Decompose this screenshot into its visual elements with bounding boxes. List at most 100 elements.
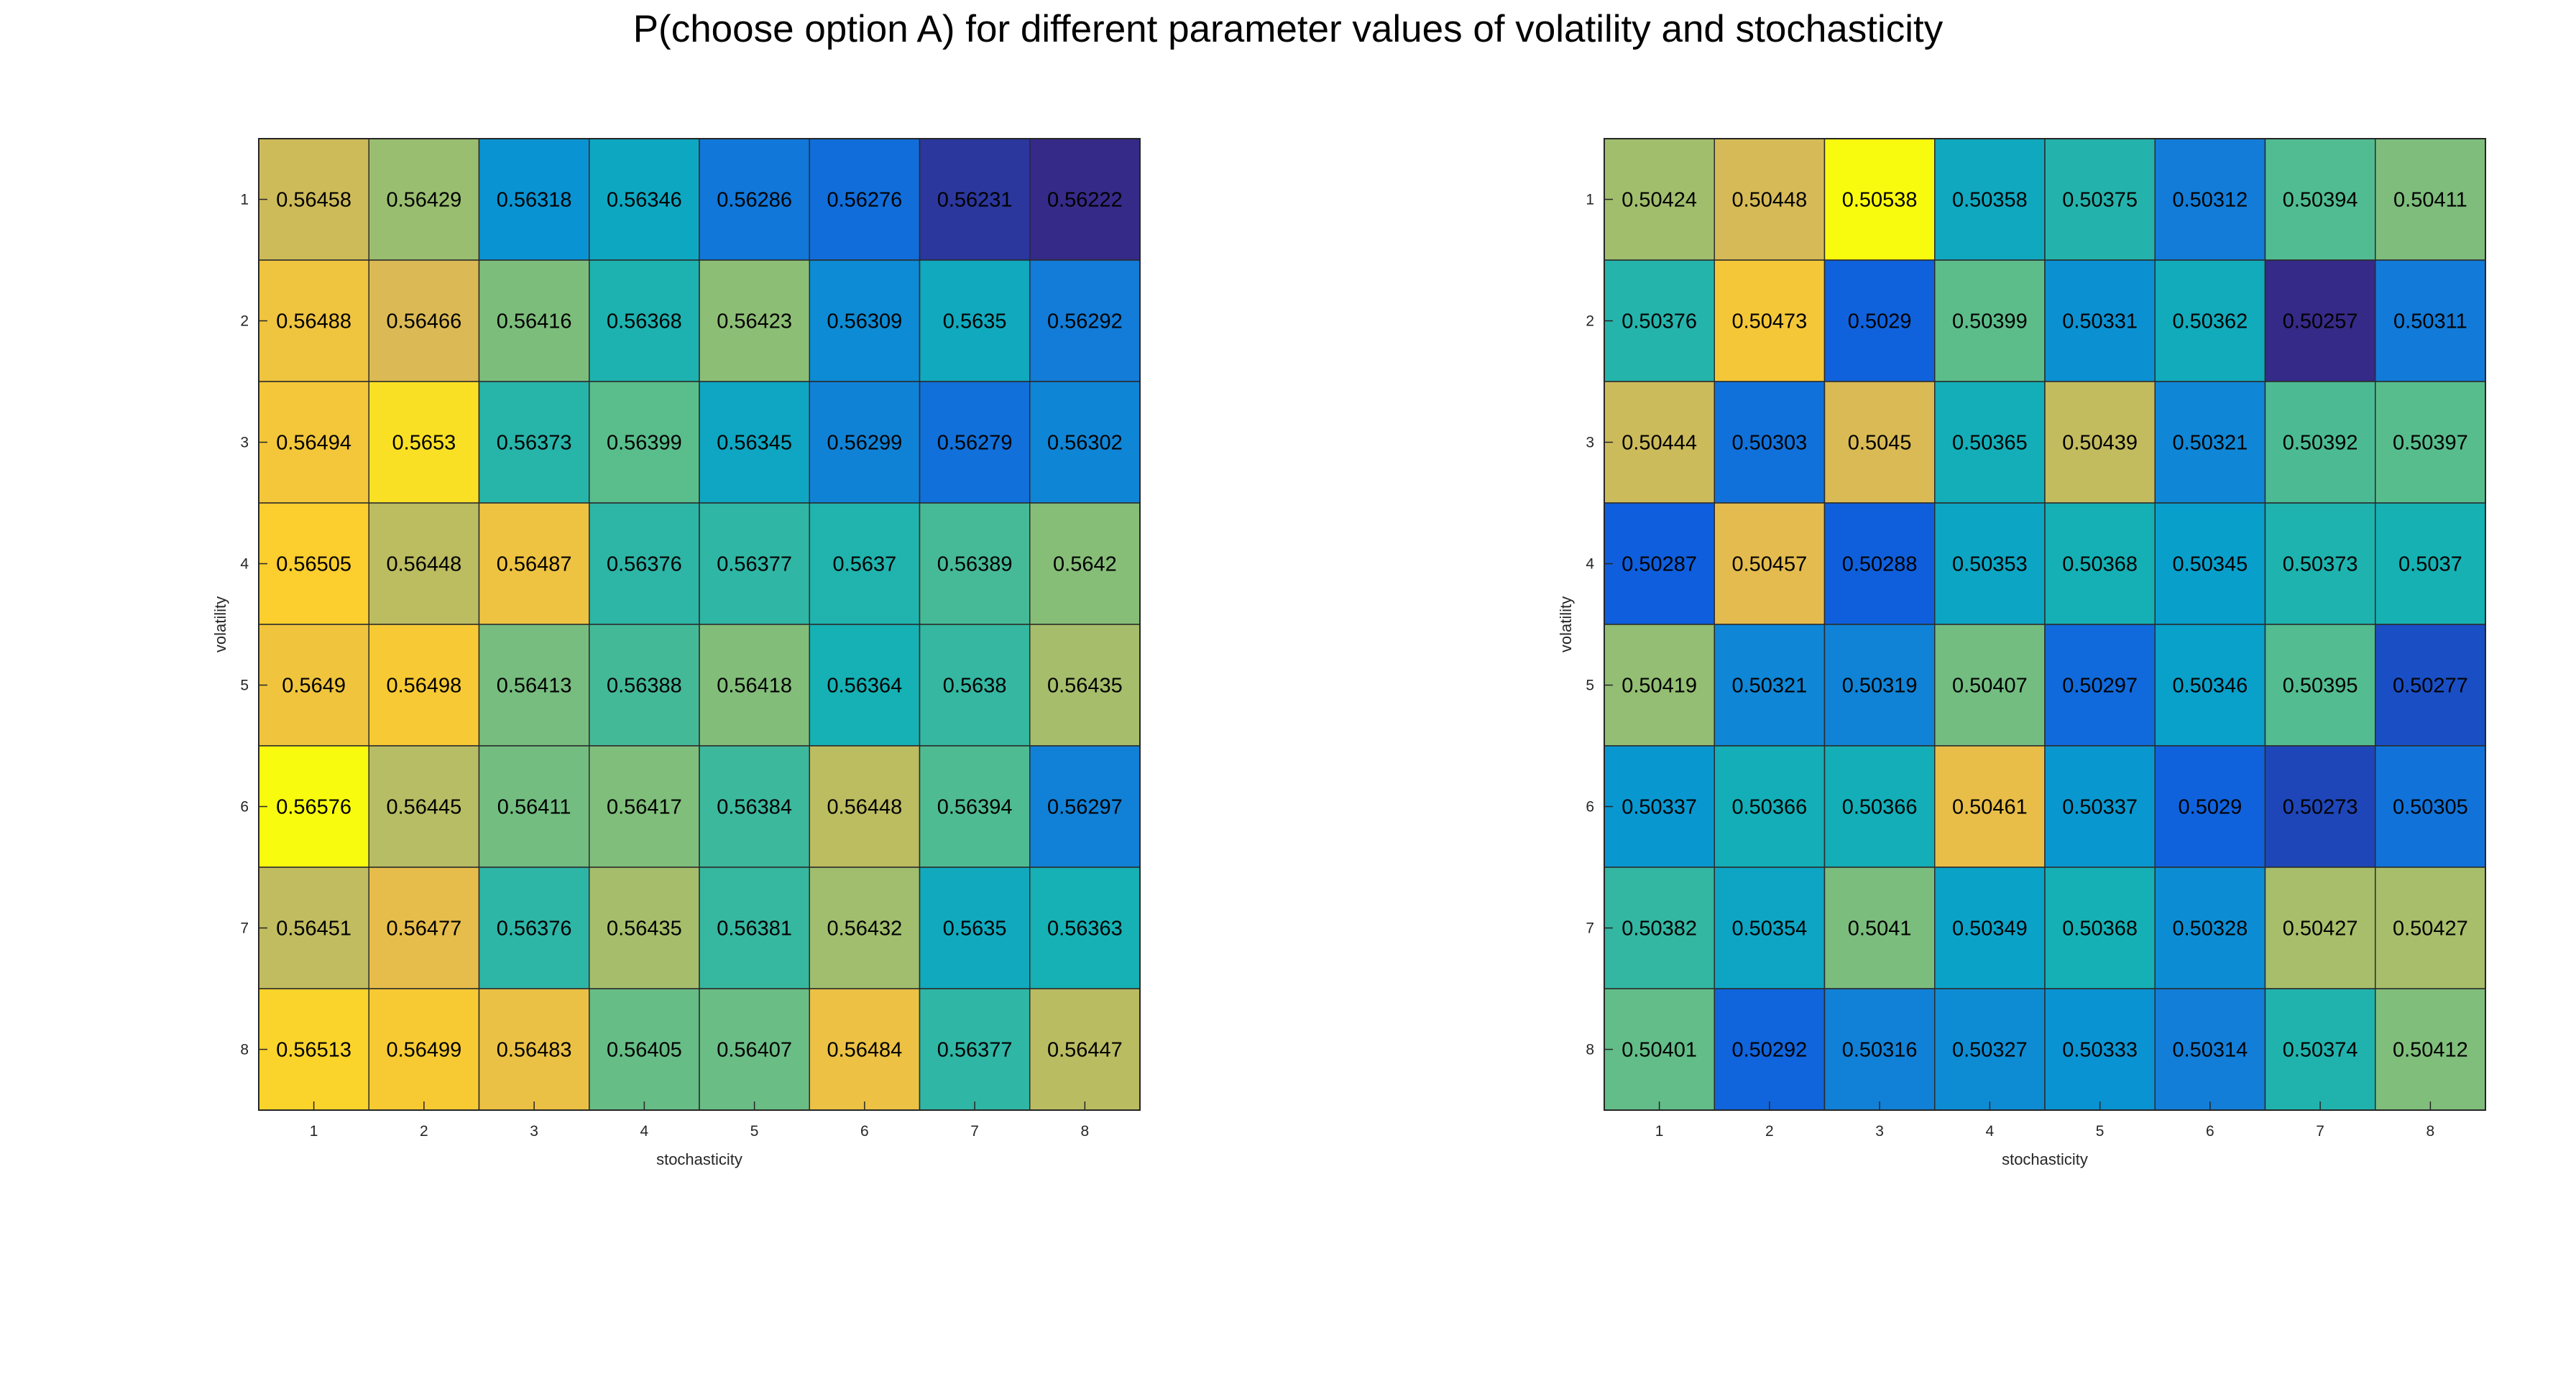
heatmap-cell-r2-c2: [1714, 259, 1826, 382]
cell-value-label: 0.56222: [1047, 189, 1123, 212]
y-tick-label: 4: [1586, 556, 1594, 573]
heatmap-cell-r7-c3: [1823, 867, 1936, 989]
cell-value-label: 0.56376: [607, 553, 682, 576]
heatmap-cell-r5-c4: [589, 624, 700, 747]
heatmap-cell-r4-c7: [919, 502, 1031, 625]
heatmap-cell-r4-c8: [2375, 502, 2486, 625]
heatmap-cell-r5-c5: [2044, 624, 2156, 747]
cell-value-label: 0.50374: [2283, 1039, 2358, 1062]
heatmap-cell-r5-c6: [809, 624, 921, 747]
heatmap-cell-r4-c3: [478, 502, 590, 625]
cell-value-label: 0.5029: [1848, 310, 1912, 333]
cell-value-label: 0.56483: [497, 1039, 572, 1062]
cell-value-label: 0.50427: [2283, 918, 2358, 941]
cell-value-label: 0.56448: [386, 553, 461, 576]
cell-value-label: 0.56389: [937, 553, 1013, 576]
heatmap-cell-r8-c4: [1934, 988, 2046, 1111]
x-tick-label: 6: [2206, 1123, 2214, 1140]
cell-value-label: 0.5649: [282, 675, 346, 698]
cell-value-label: 0.50399: [1952, 310, 2028, 333]
heatmap-cell-r2-c3: [1823, 259, 1936, 382]
heatmap-cell-r3-c4: [589, 381, 700, 504]
cell-value-label: 0.56466: [386, 310, 461, 333]
x-tick-label: 1: [1655, 1123, 1664, 1140]
cell-value-label: 0.50311: [2393, 310, 2467, 333]
cell-value-label: 0.56487: [497, 553, 572, 576]
heatmap-cell-r5-c4: [1934, 624, 2046, 747]
heatmap-cell-r2-c7: [2264, 259, 2376, 382]
y-tick-label: 5: [1586, 678, 1594, 694]
cell-value-label: 0.56286: [717, 189, 792, 212]
heatmap-cell-r8-c1: [1604, 988, 1715, 1111]
cell-value-label: 0.50321: [1731, 675, 1807, 698]
heatmap-cell-r7-c6: [2154, 867, 2266, 989]
cell-value-label: 0.50366: [1731, 796, 1807, 819]
heatmap-cell-r3-c7: [919, 381, 1031, 504]
heatmap-cell-r5-c8: [1029, 624, 1141, 747]
heatmap-cell-r8-c8: [2375, 988, 2486, 1111]
y-axis-label: volatility: [211, 596, 229, 652]
heatmap-cell-r5-c5: [699, 624, 810, 747]
heatmap-cell-r7-c5: [2044, 867, 2156, 989]
heatmap-cell-r8-c7: [2264, 988, 2376, 1111]
heatmap-cell-r5-c8: [2375, 624, 2486, 747]
cell-value-label: 0.56435: [1047, 675, 1123, 698]
heatmap-cell-r2-c6: [809, 259, 921, 382]
heatmap-cell-r4-c4: [589, 502, 700, 625]
heatmap-cell-r7-c6: [809, 867, 921, 989]
heatmap-cell-r3-c5: [699, 381, 810, 504]
heatmap-cell-r7-c1: [258, 867, 369, 989]
cell-value-label: 0.50331: [2062, 310, 2138, 333]
heatmap-cell-r8-c3: [478, 988, 590, 1111]
heatmap-cell-r2-c5: [699, 259, 810, 382]
cell-value-label: 0.50419: [1622, 675, 1697, 698]
cell-value-label: 0.50461: [1952, 796, 2028, 819]
cell-value-label: 0.50366: [1842, 796, 1918, 819]
cell-value-label: 0.50407: [1952, 675, 2028, 698]
heatmap-cell-r3-c8: [2375, 381, 2486, 504]
heatmap-cell-r8-c8: [1029, 988, 1141, 1111]
cell-value-label: 0.50358: [1952, 189, 2028, 212]
cell-value-label: 0.56364: [827, 675, 902, 698]
cell-value-label: 0.50287: [1622, 553, 1697, 576]
heatmap-cell-r1-c5: [2044, 138, 2156, 261]
cell-value-label: 0.56499: [386, 1039, 461, 1062]
heatmap-cell-r6-c8: [1029, 745, 1141, 868]
cell-value-label: 0.50448: [1731, 189, 1807, 212]
heatmap-cell-r6-c7: [919, 745, 1031, 868]
cell-value-label: 0.50395: [2283, 675, 2358, 698]
heatmap-cell-r7-c5: [699, 867, 810, 989]
heatmap-cell-r3-c7: [2264, 381, 2376, 504]
heatmap-right: 0.50424 0.50448 0.50538 0.50358 0.50375 0.503…: [1557, 138, 2486, 1168]
cell-value-label: 0.50321: [2172, 432, 2248, 455]
x-axis-label: stochasticity: [2002, 1150, 2088, 1168]
cell-value-label: 0.56429: [386, 189, 461, 212]
cell-value-label: 0.56416: [497, 310, 572, 333]
cell-value-label: 0.50368: [2062, 553, 2138, 576]
cell-value-label: 0.50457: [1731, 553, 1807, 576]
heatmap-cell-r7-c4: [1934, 867, 2046, 989]
cell-value-label: 0.56302: [1047, 432, 1123, 455]
cell-value-label: 0.50397: [2393, 432, 2468, 455]
heatmap-cell-r8-c2: [1714, 988, 1826, 1111]
heatmap-cell-r4-c5: [699, 502, 810, 625]
x-tick-label: 4: [640, 1123, 649, 1140]
heatmap-cell-r6-c2: [1714, 745, 1826, 868]
cell-value-label: 0.50337: [1622, 796, 1697, 819]
cell-value-label: 0.56279: [937, 432, 1013, 455]
heatmap-cell-r5-c6: [2154, 624, 2266, 747]
x-axis-label: stochasticity: [656, 1150, 742, 1168]
y-tick-label: 5: [240, 678, 249, 694]
cell-value-label: 0.56576: [276, 796, 351, 819]
cell-value-label: 0.56394: [937, 796, 1013, 819]
y-tick-label: 2: [240, 313, 249, 330]
cell-value-label: 0.56488: [276, 310, 351, 333]
cell-value-label: 0.56299: [827, 432, 902, 455]
cell-value-label: 0.56377: [717, 553, 792, 576]
cell-value-label: 0.56432: [827, 918, 902, 941]
heatmap-cell-r3-c2: [1714, 381, 1826, 504]
cell-value-label: 0.56363: [1047, 918, 1123, 941]
cell-value-label: 0.56292: [1047, 310, 1123, 333]
heatmap-cell-r1-c4: [589, 138, 700, 261]
heatmap-cell-r6-c6: [809, 745, 921, 868]
